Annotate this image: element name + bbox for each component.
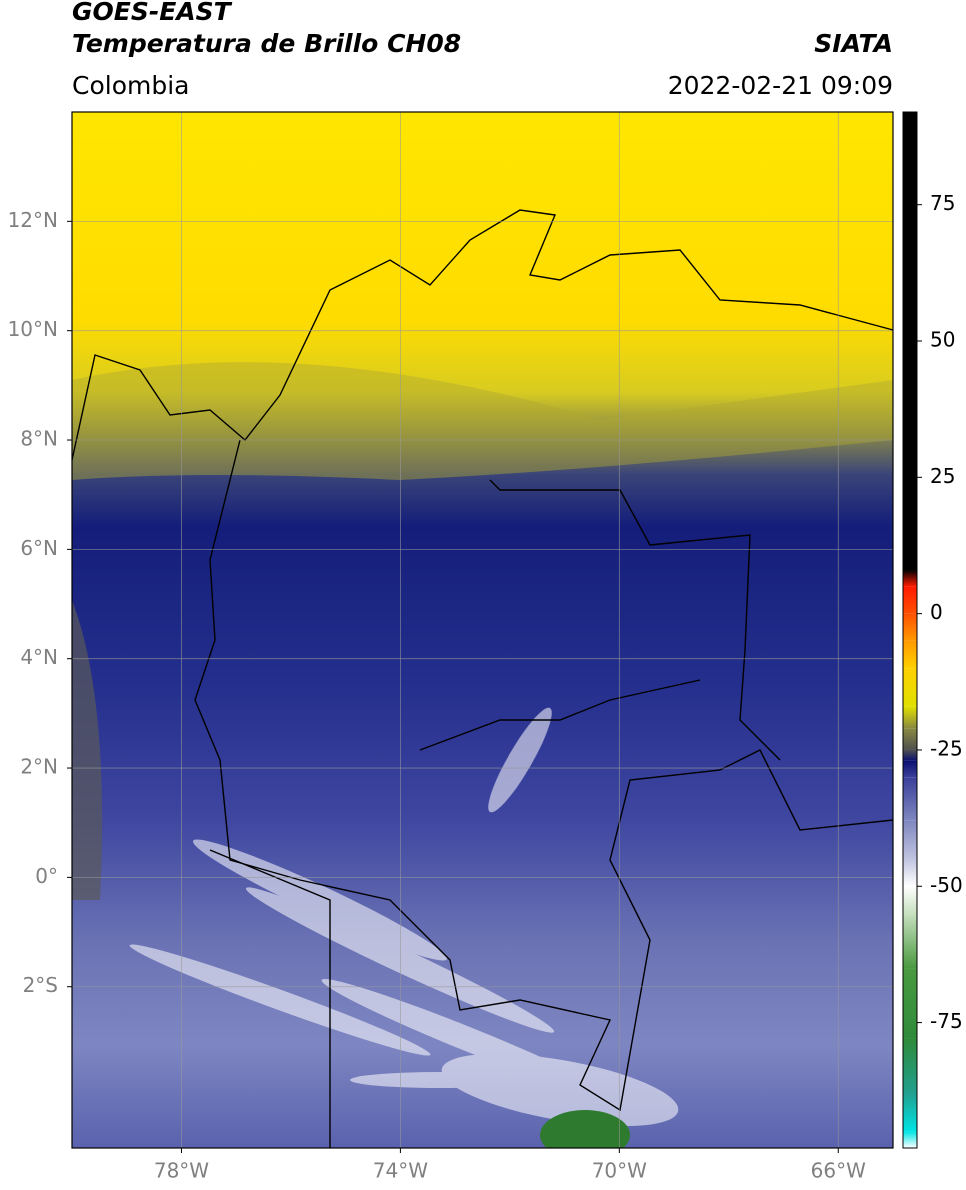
y-tick-label: 2°S	[23, 973, 58, 997]
x-tick-label: 70°W	[592, 1159, 647, 1183]
colorbar-segment	[903, 859, 917, 887]
colorbar-segment	[903, 777, 917, 821]
colorbar-segment	[903, 749, 917, 761]
y-tick-label: 8°N	[20, 427, 58, 451]
y-tick-label: 0°	[35, 864, 58, 888]
cloud-region	[72, 600, 103, 900]
colorbar-frame	[902, 111, 918, 1149]
colorbar-segment	[903, 1131, 917, 1148]
datetime: 2022-02-21 09:09	[668, 71, 893, 100]
cold-cloud	[540, 1110, 630, 1148]
colorbar-segment	[903, 913, 917, 969]
imagery	[72, 112, 893, 1148]
x-tick-label: 78°W	[154, 1159, 209, 1183]
x-tick-label: 66°W	[811, 1159, 866, 1183]
colorbar-tick-label: 0	[930, 600, 943, 624]
colorbar-segment	[903, 1093, 917, 1132]
colorbar-segment	[903, 586, 917, 614]
colorbar-segment	[903, 613, 917, 641]
colorbar-segment	[903, 886, 917, 914]
y-tick-label: 10°N	[8, 317, 58, 341]
title: GOES-EAST	[72, 0, 233, 26]
colorbar-segment	[903, 1038, 917, 1094]
borders	[71, 209, 894, 1148]
colorbar-segment	[903, 640, 917, 669]
source: SIATA	[814, 29, 893, 58]
colorbar-segment	[903, 668, 917, 707]
y-tick-label: 6°N	[20, 536, 58, 560]
cloud-region	[72, 362, 893, 480]
colorbar-segment	[903, 820, 917, 860]
y-tick-label: 2°N	[20, 755, 58, 779]
colorbar-segment	[903, 706, 917, 729]
colorbar-segment	[903, 968, 917, 1039]
x-tick-label: 74°W	[373, 1159, 428, 1183]
colorbar-segment	[903, 570, 917, 587]
colorbar-segment	[903, 760, 917, 778]
colorbar-tick-label: -75	[930, 1009, 963, 1033]
y-tick-label: 12°N	[8, 208, 58, 232]
colorbar-segment	[903, 112, 917, 571]
colorbar-tick-label: -50	[930, 873, 963, 897]
colorbar-tick-label: -25	[930, 736, 963, 760]
map-frame	[71, 111, 894, 1149]
colorbar-segment	[903, 728, 917, 750]
colorbar-tick-label: 25	[930, 464, 955, 488]
region: Colombia	[72, 71, 189, 100]
y-tick-label: 4°N	[20, 645, 58, 669]
colorbar-tick-label: 75	[930, 191, 955, 215]
subtitle: Temperatura de Brillo CH08	[72, 29, 461, 58]
colorbar-tick-label: 50	[930, 328, 955, 352]
